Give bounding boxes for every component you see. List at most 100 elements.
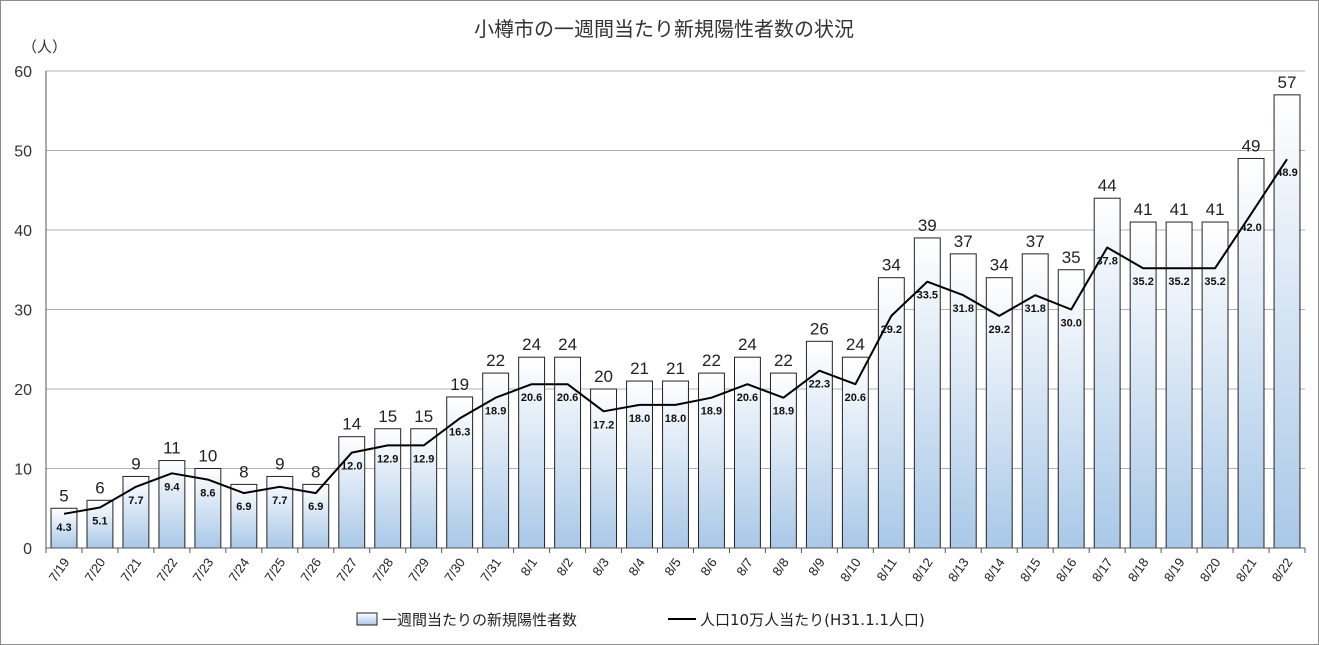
bar-value-label: 39 bbox=[918, 216, 937, 235]
x-tick-label: 8/17 bbox=[1089, 555, 1116, 584]
line-value-label: 4.3 bbox=[56, 522, 71, 534]
bar bbox=[1201, 221, 1229, 549]
line-series bbox=[63, 158, 1288, 515]
bar-value-label: 21 bbox=[666, 359, 685, 378]
bar-value-label: 24 bbox=[738, 335, 757, 354]
bar-value-label: 22 bbox=[702, 351, 721, 370]
y-tick-label: 30 bbox=[14, 303, 32, 320]
line-value-label: 5.1 bbox=[92, 515, 107, 527]
bar-value-label: 34 bbox=[990, 256, 1009, 275]
x-tick-label: 8/12 bbox=[909, 555, 936, 584]
line-value-label: 12.0 bbox=[341, 461, 362, 473]
y-tick-label: 50 bbox=[14, 144, 32, 161]
bar-value-label: 20 bbox=[594, 367, 613, 386]
x-tick-label: 8/1 bbox=[517, 555, 540, 578]
bar-value-label: 9 bbox=[131, 454, 140, 473]
bar bbox=[374, 428, 402, 549]
bar-value-label: 49 bbox=[1242, 136, 1261, 155]
line-value-label: 18.0 bbox=[629, 413, 650, 425]
bar-value-label: 21 bbox=[630, 359, 649, 378]
bar bbox=[1057, 269, 1085, 549]
y-tick-label: 40 bbox=[14, 223, 32, 240]
x-tick-label: 7/23 bbox=[190, 555, 217, 584]
bar-value-label: 15 bbox=[414, 407, 433, 426]
bar-value-label: 9 bbox=[275, 454, 284, 473]
bar-series bbox=[50, 94, 1301, 549]
line-value-label: 18.9 bbox=[485, 406, 506, 418]
x-tick-label: 8/3 bbox=[589, 555, 612, 578]
x-tick-label: 8/11 bbox=[874, 555, 900, 584]
bar bbox=[1129, 221, 1157, 549]
line-value-label: 48.9 bbox=[1276, 167, 1297, 179]
line-value-label: 6.9 bbox=[308, 501, 323, 513]
bar-value-label: 6 bbox=[95, 478, 104, 497]
bar-value-label: 37 bbox=[954, 232, 973, 251]
x-tick-label: 7/21 bbox=[118, 555, 145, 584]
bar bbox=[1237, 157, 1265, 549]
x-tick-label: 8/21 bbox=[1233, 555, 1260, 584]
line-value-label: 17.2 bbox=[593, 419, 614, 431]
bar-data-labels: 5 6 9 11 10 8 9 8 14 15 15 19 22 24 24 20 21 21 22 24 22 26 24… bbox=[59, 73, 1296, 505]
bar bbox=[554, 356, 582, 549]
bar-value-label: 24 bbox=[522, 335, 541, 354]
bar-value-label: 57 bbox=[1278, 73, 1297, 92]
bar-value-label: 8 bbox=[311, 462, 320, 481]
y-axis-unit: （人） bbox=[22, 38, 67, 56]
bar-value-label: 8 bbox=[239, 462, 248, 481]
bar-value-label: 41 bbox=[1134, 200, 1153, 219]
bar bbox=[733, 356, 761, 549]
bar-value-label: 44 bbox=[1098, 176, 1117, 195]
line-value-label: 7.7 bbox=[128, 495, 143, 507]
line-value-label: 18.9 bbox=[701, 406, 722, 418]
line-value-label: 33.5 bbox=[917, 290, 938, 302]
bar-value-label: 41 bbox=[1206, 200, 1225, 219]
x-tick-label: 7/28 bbox=[369, 555, 396, 584]
bar-value-label: 34 bbox=[882, 256, 901, 275]
bar-value-label: 10 bbox=[198, 447, 217, 466]
bar bbox=[769, 372, 797, 549]
line-value-label: 20.6 bbox=[521, 392, 542, 404]
y-tick-label: 60 bbox=[14, 64, 32, 81]
line-value-label: 31.8 bbox=[1025, 303, 1046, 315]
per-100k-line bbox=[63, 158, 1288, 515]
bar-value-label: 14 bbox=[342, 415, 361, 434]
y-tick-label: 0 bbox=[23, 541, 32, 558]
x-tick-label: 7/26 bbox=[297, 555, 324, 584]
line-value-label: 31.8 bbox=[953, 303, 974, 315]
line-value-label: 20.6 bbox=[845, 392, 866, 404]
line-value-label: 22.3 bbox=[809, 379, 830, 391]
y-tick-label: 10 bbox=[14, 462, 32, 479]
bar bbox=[949, 253, 977, 549]
bar bbox=[194, 468, 222, 549]
x-tick-label: 8/8 bbox=[769, 555, 792, 578]
bar-value-label: 22 bbox=[486, 351, 505, 370]
x-tick-label: 8/5 bbox=[661, 555, 684, 578]
line-value-label: 35.2 bbox=[1168, 276, 1189, 288]
x-tick-label: 8/16 bbox=[1053, 555, 1080, 584]
bar bbox=[518, 356, 546, 549]
bar bbox=[698, 372, 725, 549]
bar-value-label: 19 bbox=[450, 375, 469, 394]
line-value-label: 8.6 bbox=[200, 488, 215, 500]
y-tick-label: 20 bbox=[14, 382, 32, 399]
line-value-label: 29.2 bbox=[881, 324, 902, 336]
bar bbox=[805, 340, 833, 549]
y-axis-ticks: 0 10 20 30 40 50 60 bbox=[14, 64, 32, 558]
x-tick-label: 7/27 bbox=[333, 555, 360, 584]
bar-value-label: 41 bbox=[1170, 200, 1189, 219]
line-value-label: 30.0 bbox=[1060, 318, 1081, 330]
bar-value-label: 15 bbox=[378, 407, 397, 426]
x-tick-label: 7/19 bbox=[46, 555, 73, 584]
x-tick-label: 8/14 bbox=[981, 555, 1008, 584]
line-value-label: 12.9 bbox=[377, 453, 398, 465]
line-value-label: 35.2 bbox=[1204, 276, 1225, 288]
bar bbox=[841, 356, 869, 549]
bar-value-label: 24 bbox=[558, 335, 577, 354]
bar-value-label: 22 bbox=[774, 351, 793, 370]
bar bbox=[1273, 94, 1301, 549]
line-value-label: 35.2 bbox=[1132, 276, 1153, 288]
legend-line-label: 人口10万人当たり(H31.1.1人口) bbox=[700, 611, 925, 629]
x-axis-ticks: 7/19 7/20 7/21 7/22 7/23 7/24 7/25 7/26 7/27 7/28… bbox=[46, 555, 1296, 584]
x-tick-label: 8/19 bbox=[1161, 555, 1188, 584]
bar bbox=[877, 277, 905, 549]
